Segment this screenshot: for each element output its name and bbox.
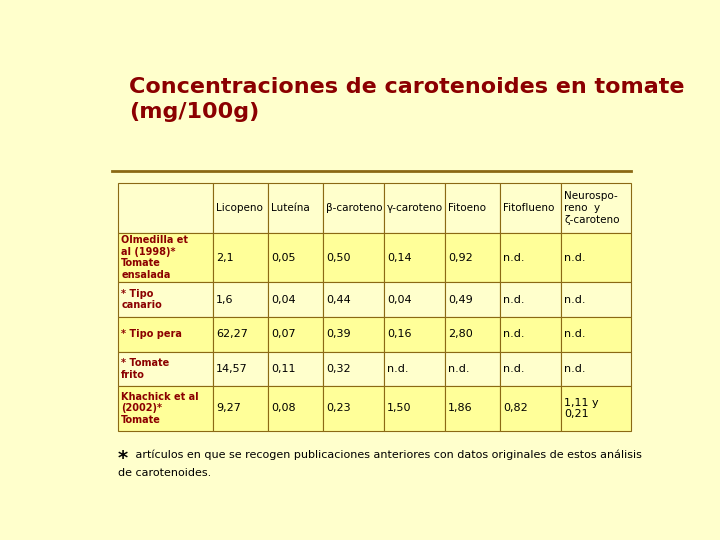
Bar bbox=[323, 233, 384, 282]
Text: 0,05: 0,05 bbox=[271, 253, 295, 262]
Bar bbox=[561, 386, 631, 431]
Text: 14,57: 14,57 bbox=[216, 364, 248, 374]
Bar bbox=[500, 317, 561, 352]
Text: * Tipo pera: * Tipo pera bbox=[121, 329, 182, 339]
Text: 0,23: 0,23 bbox=[326, 403, 351, 414]
Bar bbox=[268, 183, 323, 233]
Text: 0,32: 0,32 bbox=[326, 364, 351, 374]
Text: n.d.: n.d. bbox=[503, 295, 525, 305]
Bar bbox=[118, 386, 212, 431]
Bar bbox=[384, 386, 445, 431]
Text: Olmedilla et
al (1998)*
Tomate
ensalada: Olmedilla et al (1998)* Tomate ensalada bbox=[121, 235, 188, 280]
Bar bbox=[500, 233, 561, 282]
Text: 0,82: 0,82 bbox=[503, 403, 528, 414]
Text: 2,80: 2,80 bbox=[449, 329, 473, 339]
Bar bbox=[323, 317, 384, 352]
Bar bbox=[212, 282, 268, 317]
Bar bbox=[323, 352, 384, 386]
Text: n.d.: n.d. bbox=[564, 295, 586, 305]
Bar bbox=[212, 233, 268, 282]
Text: de carotenoides.: de carotenoides. bbox=[118, 468, 211, 478]
Text: Khachick et al
(2002)*
Tomate: Khachick et al (2002)* Tomate bbox=[121, 392, 199, 425]
Text: 0,39: 0,39 bbox=[326, 329, 351, 339]
Text: 0,14: 0,14 bbox=[387, 253, 412, 262]
Text: Concentraciones de carotenoides en tomate
(mg/100g): Concentraciones de carotenoides en tomat… bbox=[129, 77, 685, 122]
Text: 0,08: 0,08 bbox=[271, 403, 296, 414]
Bar bbox=[500, 352, 561, 386]
Bar bbox=[118, 352, 212, 386]
Bar bbox=[500, 282, 561, 317]
Bar bbox=[445, 317, 500, 352]
Text: Licopeno: Licopeno bbox=[216, 203, 263, 213]
Bar bbox=[445, 352, 500, 386]
Text: 1,50: 1,50 bbox=[387, 403, 412, 414]
Bar bbox=[384, 317, 445, 352]
Bar bbox=[445, 282, 500, 317]
Bar bbox=[118, 233, 212, 282]
Text: 0,49: 0,49 bbox=[449, 295, 473, 305]
Bar bbox=[561, 317, 631, 352]
Text: *: * bbox=[118, 449, 128, 468]
Bar bbox=[212, 352, 268, 386]
Text: 0,07: 0,07 bbox=[271, 329, 296, 339]
Bar bbox=[500, 386, 561, 431]
Bar bbox=[445, 233, 500, 282]
Bar bbox=[323, 183, 384, 233]
Text: 1,86: 1,86 bbox=[449, 403, 473, 414]
Text: n.d.: n.d. bbox=[564, 364, 586, 374]
Bar bbox=[384, 233, 445, 282]
Bar bbox=[118, 282, 212, 317]
Text: 9,27: 9,27 bbox=[216, 403, 241, 414]
Text: * Tipo
canario: * Tipo canario bbox=[121, 289, 162, 310]
Text: 0,04: 0,04 bbox=[271, 295, 296, 305]
Text: n.d.: n.d. bbox=[503, 364, 525, 374]
Bar bbox=[118, 183, 212, 233]
Bar bbox=[268, 233, 323, 282]
Text: 1,6: 1,6 bbox=[216, 295, 233, 305]
Bar bbox=[323, 386, 384, 431]
Text: Fitoeno: Fitoeno bbox=[449, 203, 486, 213]
Bar bbox=[323, 282, 384, 317]
Text: n.d.: n.d. bbox=[387, 364, 408, 374]
Text: 2,1: 2,1 bbox=[216, 253, 233, 262]
Bar bbox=[268, 352, 323, 386]
Text: n.d.: n.d. bbox=[503, 329, 525, 339]
Bar bbox=[384, 352, 445, 386]
Text: n.d.: n.d. bbox=[564, 253, 586, 262]
Bar bbox=[268, 386, 323, 431]
Bar bbox=[212, 317, 268, 352]
Bar bbox=[212, 183, 268, 233]
Text: n.d.: n.d. bbox=[564, 329, 586, 339]
Bar bbox=[118, 317, 212, 352]
Text: Fitoflueno: Fitoflueno bbox=[503, 203, 554, 213]
Text: 62,27: 62,27 bbox=[216, 329, 248, 339]
Bar bbox=[384, 183, 445, 233]
Bar bbox=[268, 282, 323, 317]
Bar bbox=[561, 233, 631, 282]
Bar bbox=[561, 282, 631, 317]
Text: 0,11: 0,11 bbox=[271, 364, 295, 374]
Bar bbox=[561, 183, 631, 233]
Bar bbox=[500, 183, 561, 233]
Bar bbox=[445, 183, 500, 233]
Text: 0,04: 0,04 bbox=[387, 295, 412, 305]
Text: 0,50: 0,50 bbox=[326, 253, 351, 262]
Bar bbox=[212, 386, 268, 431]
Text: 0,44: 0,44 bbox=[326, 295, 351, 305]
Bar bbox=[445, 386, 500, 431]
Text: artículos en que se recogen publicaciones anteriores con datos originales de est: artículos en que se recogen publicacione… bbox=[132, 449, 642, 460]
Text: γ-caroteno: γ-caroteno bbox=[387, 203, 444, 213]
Text: β-caroteno: β-caroteno bbox=[326, 203, 382, 213]
Text: Neurospo-
reno  y
ζ-caroteno: Neurospo- reno y ζ-caroteno bbox=[564, 192, 620, 225]
Text: n.d.: n.d. bbox=[503, 253, 525, 262]
Text: * Tomate
frito: * Tomate frito bbox=[121, 358, 169, 380]
Text: 1,11 y
0,21: 1,11 y 0,21 bbox=[564, 397, 599, 419]
Text: 0,92: 0,92 bbox=[449, 253, 473, 262]
Bar bbox=[384, 282, 445, 317]
Text: n.d.: n.d. bbox=[449, 364, 469, 374]
Bar bbox=[561, 352, 631, 386]
Text: Luteína: Luteína bbox=[271, 203, 310, 213]
Text: 0,16: 0,16 bbox=[387, 329, 412, 339]
Bar bbox=[268, 317, 323, 352]
